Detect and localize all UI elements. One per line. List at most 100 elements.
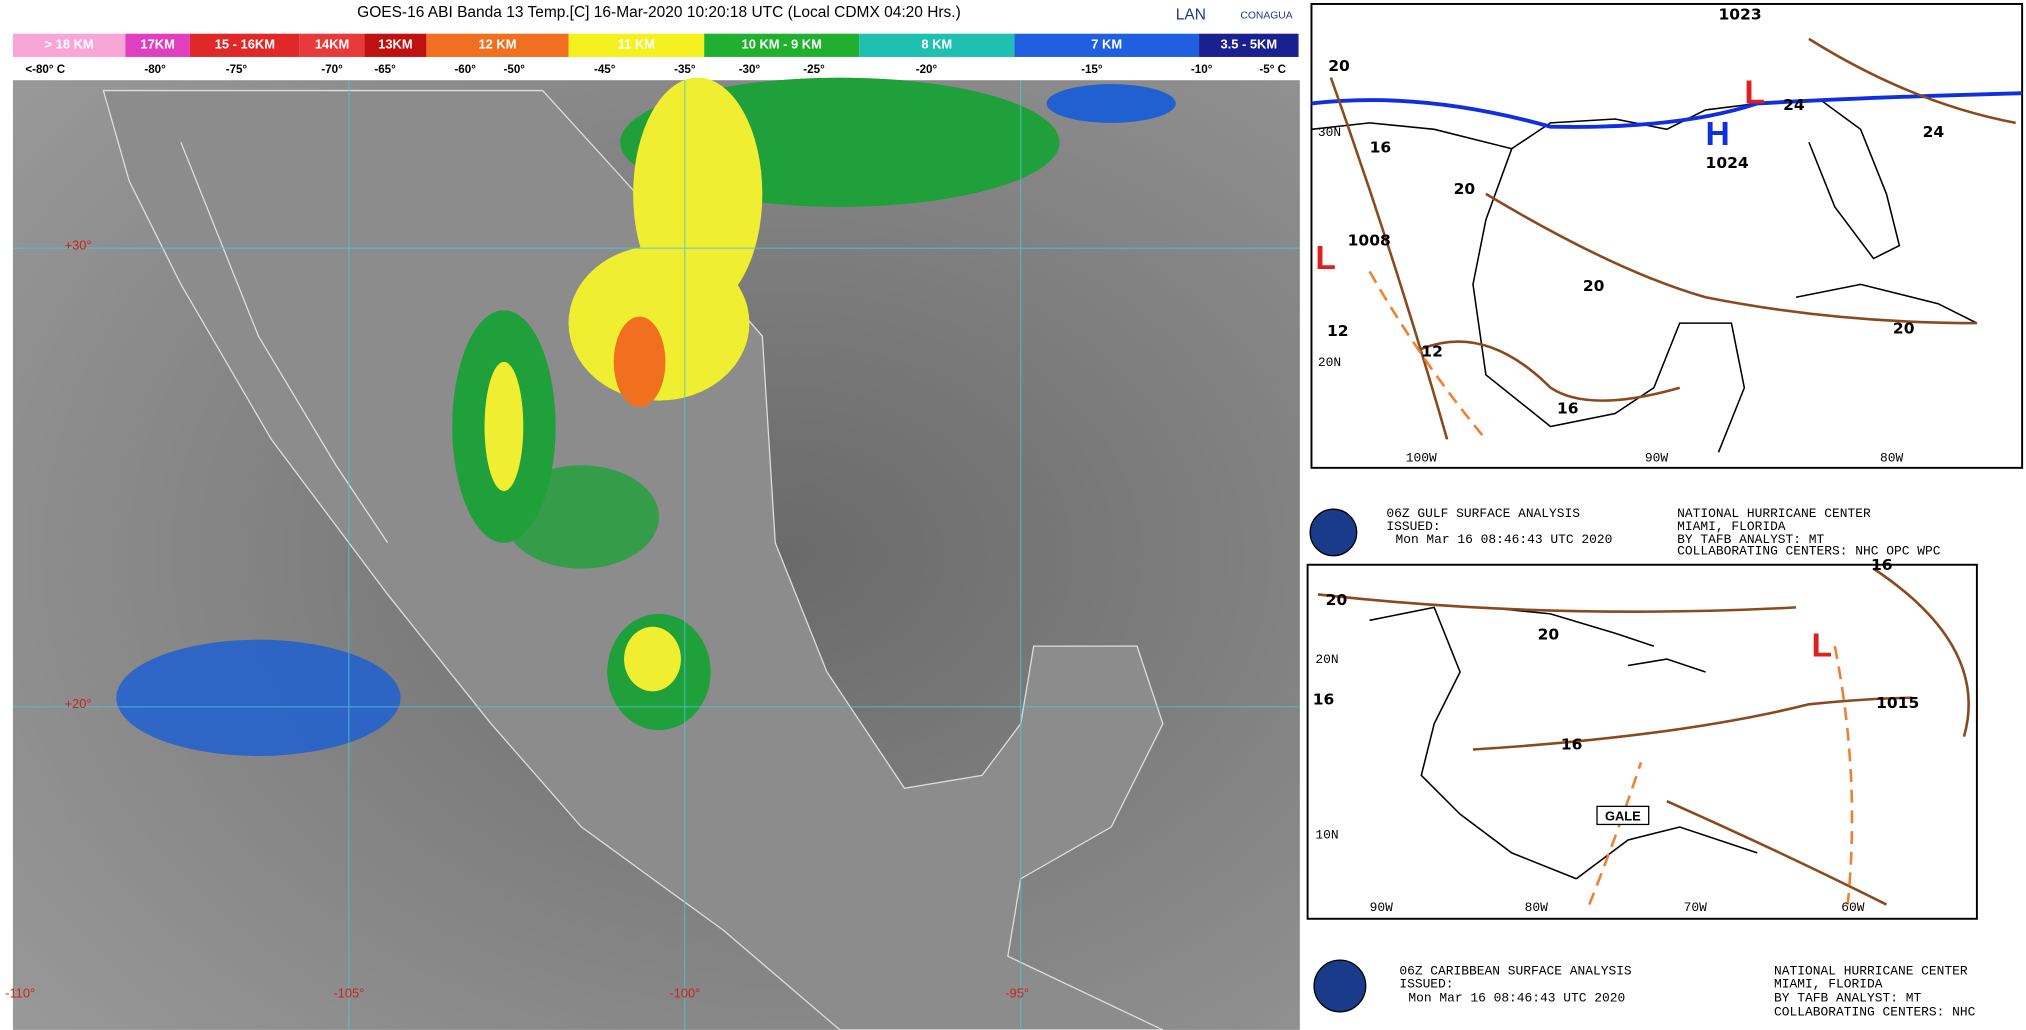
- isobar-label: 16: [1871, 556, 1893, 574]
- legend-swatch: [704, 33, 860, 57]
- coastline: [1575, 826, 1758, 880]
- low-symbol: L: [1812, 627, 1833, 664]
- graticule: [12, 80, 1300, 1030]
- legend-swatch: [426, 33, 569, 57]
- legend-label: > 18 KM: [45, 37, 94, 52]
- caption-place: MIAMI, FLORIDA: [1677, 519, 1786, 534]
- lon-label: -100°: [669, 986, 700, 1001]
- gulf-caption: 06Z GULF SURFACE ANALYSIS ISSUED: Mon Ma…: [1309, 506, 1941, 558]
- lon-label: 80W: [1880, 450, 1903, 465]
- legend-label: 12 KM: [478, 37, 516, 52]
- temp-label: -5° C: [1259, 63, 1286, 76]
- coastline: [1472, 148, 1746, 453]
- legend-swatch: [299, 33, 365, 57]
- isobar-label: 20: [1328, 57, 1350, 75]
- temp-label: -45°: [594, 63, 616, 76]
- low-symbol: L: [1315, 240, 1336, 277]
- lon-label: 70W: [1684, 900, 1707, 915]
- isobar-label: 20: [1326, 591, 1348, 609]
- temp-label: -65°: [374, 63, 396, 76]
- isobar-label: 20: [1583, 277, 1605, 295]
- isobar-label: 16: [1370, 139, 1392, 157]
- legend-swatch: [568, 33, 705, 57]
- isobar-label: 24: [1783, 96, 1805, 114]
- logo: LAN: [1176, 7, 1206, 24]
- coastline: [1369, 606, 1577, 880]
- isobar-label: 16: [1557, 400, 1579, 418]
- map-frame: [1306, 563, 1978, 920]
- map-frame: [1310, 3, 2024, 469]
- lon-label: 90W: [1645, 450, 1668, 465]
- isobar-label: 20: [1893, 319, 1915, 337]
- caption-analyst: BY TAFB ANALYST: MT: [1774, 990, 1921, 1005]
- noaa-logo: [1309, 508, 1358, 557]
- legend-swatch: [12, 33, 126, 57]
- lon-label: 100W: [1406, 450, 1437, 465]
- gale-label: GALE: [1605, 809, 1641, 824]
- cloud: [624, 626, 681, 692]
- temp-label: -10°: [1191, 63, 1213, 76]
- isobar-label: 20: [1454, 180, 1476, 198]
- legend-label: 15 - 16KM: [215, 37, 275, 52]
- temp-legend: <-80° C -80° -75° -70° -65° -60° -50° -45° -35° -…: [25, 63, 1286, 76]
- hispaniola: [1627, 658, 1706, 673]
- isobar: [1808, 37, 2016, 125]
- cuba: [1795, 283, 1978, 324]
- caption-title: 06Z CARIBBEAN SURFACE ANALYSIS: [1399, 963, 1632, 978]
- high-symbol: H: [1706, 116, 1730, 153]
- isobar-label: 24: [1923, 123, 1945, 141]
- temp-label: -50°: [504, 63, 526, 76]
- lon-label: -110°: [5, 986, 35, 1001]
- isobar: [1420, 340, 1681, 402]
- isobar: [1329, 77, 1449, 440]
- legend-swatch: [1199, 33, 1299, 57]
- lon-label: 60W: [1841, 900, 1864, 915]
- baja-coast: [180, 141, 389, 544]
- satellite-title: GOES-16 ABI Banda 13 Temp.[C] 16-Mar-202…: [357, 4, 961, 21]
- noaa-logo: [1313, 959, 1367, 1013]
- lon-label: 80W: [1525, 900, 1548, 915]
- isobar: [1472, 696, 1913, 751]
- temp-label: -35°: [674, 63, 696, 76]
- isobar: [1872, 567, 1970, 737]
- cloud: [116, 639, 401, 756]
- trough: [1368, 270, 1487, 441]
- temp-label: -80°: [144, 63, 166, 76]
- caribbean-map: L 1015 16 20 20 16 16 GALE 20N 10N 90W 8…: [1306, 556, 1978, 920]
- legend-swatch: [1014, 33, 1200, 57]
- legend-label: 13KM: [378, 37, 412, 52]
- legend-label: 8 KM: [921, 37, 952, 52]
- lat-label: 20N: [1315, 652, 1338, 667]
- gulf-map: 1023 H 1024 L L 1008 20 16 20 12 12 16 2…: [1310, 3, 2024, 469]
- high-low-label: 1015: [1876, 694, 1919, 712]
- trough: [1833, 645, 1854, 905]
- temp-label: -25°: [803, 63, 825, 76]
- temp-label: <-80° C: [25, 63, 65, 76]
- low-symbol: L: [1744, 74, 1765, 111]
- caribbean-caption: 06Z CARIBBEAN SURFACE ANALYSIS ISSUED: M…: [1313, 959, 1976, 1020]
- land: [102, 89, 1164, 1030]
- high-low-label: 1008: [1348, 232, 1391, 250]
- logo: CONAGUA: [1240, 10, 1292, 21]
- caption-issued: ISSUED:: [1386, 519, 1440, 534]
- legend-label: 11 KM: [618, 37, 655, 52]
- cloud: [568, 245, 750, 401]
- cold-front: [1311, 91, 2023, 129]
- high-low-label: 1024: [1706, 154, 1749, 172]
- isobar-label: 16: [1561, 736, 1583, 754]
- isobar: [1317, 593, 1797, 613]
- lat-label: 20N: [1318, 355, 1341, 370]
- legend-label: 3.5 - 5KM: [1220, 37, 1277, 52]
- caption-analyst: BY TAFB ANALYST: MT: [1677, 532, 1824, 547]
- legend-swatch: [364, 33, 427, 57]
- lon-label: 90W: [1370, 900, 1393, 915]
- lat-label: 10N: [1315, 828, 1338, 843]
- lat-label: 30N: [1318, 125, 1341, 140]
- temp-label: -60°: [454, 63, 476, 76]
- cloud-tops: [116, 77, 1176, 756]
- gale-box: [1596, 805, 1650, 826]
- caption-collab: COLLABORATING CENTERS: NHC OPC WPC: [1677, 543, 1941, 558]
- legend-label: 7 KM: [1091, 37, 1122, 52]
